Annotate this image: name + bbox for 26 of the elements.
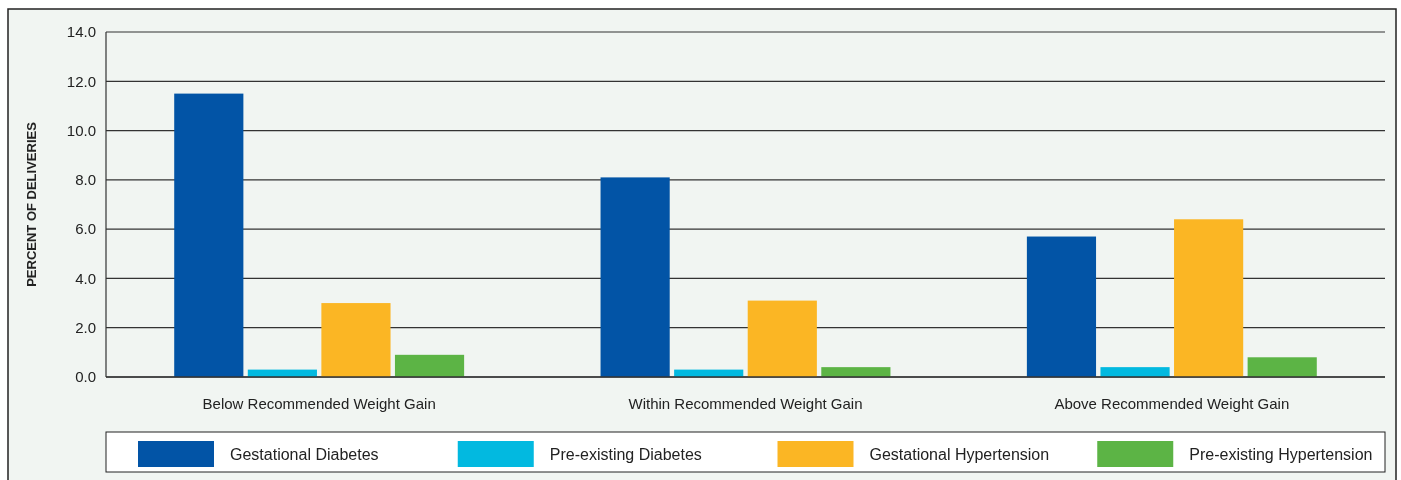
bar [747,300,817,377]
y-tick-label: 14.0 [66,23,96,41]
y-tick-label: 12.0 [66,72,96,90]
y-tick-label: 10.0 [66,121,96,139]
y-axis-title: PERCENT OF DELIVERIES [24,121,39,287]
y-tick-label: 0.0 [75,368,96,386]
y-tick-label: 8.0 [75,171,96,189]
legend-label: Pre-existing Hypertension [1189,445,1373,463]
bar [821,367,891,377]
legend-label: Gestational Hypertension [869,445,1050,463]
legend-label: Pre-existing Diabetes [549,445,702,463]
y-tick-label: 4.0 [75,269,96,287]
bar [394,354,465,377]
x-tick-label: Above Recommended Weight Gain [1054,395,1290,412]
y-tick-label: 2.0 [75,318,96,336]
bar [174,93,244,377]
bar [321,303,391,377]
bar [1174,219,1244,377]
bar [1247,357,1317,377]
x-tick-label: Within Recommended Weight Gain [628,395,863,412]
x-tick-label: Below Recommended Weight Gain [202,395,436,412]
bar [600,177,670,377]
legend-label: Gestational Diabetes [230,445,379,463]
bar [1100,367,1170,377]
y-tick-label: 6.0 [75,220,96,238]
bar [1026,236,1097,377]
